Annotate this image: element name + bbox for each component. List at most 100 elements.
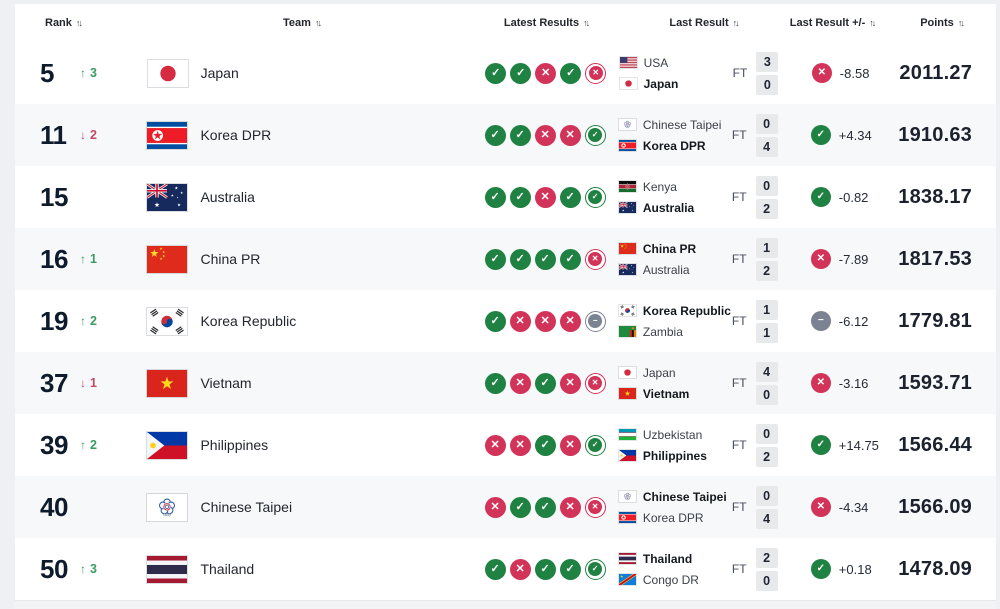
sort-icon[interactable]: ↑↓ bbox=[314, 18, 322, 28]
result-loss-icon: ✕ bbox=[559, 496, 581, 518]
rank-movement: ↓ 1 bbox=[80, 376, 97, 390]
points-change-value: +4.34 bbox=[838, 127, 872, 143]
table-row[interactable]: 50 ↑ 3 Thailand ✓ ✕ ✓ ✓ ✓ Thailand Congo DR FT 2 0 ✓ +0… bbox=[15, 538, 996, 600]
team-name: Australia bbox=[200, 189, 255, 205]
result-win-icon: ✓ bbox=[510, 62, 532, 84]
latest-result-draw-icon: − bbox=[584, 310, 606, 332]
result-loss-icon: ✕ bbox=[535, 62, 557, 84]
table-row[interactable]: 40 Chinese Taipei ✕ ✓ ✓ ✕ ✕ Chinese Taipei Korea… bbox=[15, 476, 996, 538]
japan-flag-icon bbox=[618, 77, 638, 90]
result-loss-icon: ✕ bbox=[484, 496, 506, 518]
match-status: FT bbox=[732, 66, 748, 80]
chinese-taipei-flag-icon bbox=[617, 118, 637, 131]
points-cell: 1779.81 bbox=[898, 290, 996, 352]
match-status: FT bbox=[731, 438, 747, 452]
rank-movement: ↑ 3 bbox=[80, 562, 97, 576]
results-strip: ✓ ✓ ✕ ✕ ✓ bbox=[484, 124, 606, 146]
points-change-cell: ✓ +14.75 bbox=[810, 414, 899, 476]
points-change-value: +0.18 bbox=[838, 561, 872, 577]
match-team-name: China PR bbox=[642, 241, 697, 256]
result-win-icon: ✓ bbox=[534, 496, 556, 518]
table-row[interactable]: 37 ↓ 1 Vietnam ✓ ✕ ✓ ✕ ✕ Japan Vietnam FT 4 0 ✕ -3.16 15… bbox=[15, 352, 996, 414]
score-box: 1 bbox=[755, 322, 778, 343]
korea-dpr-flag-icon bbox=[617, 511, 637, 524]
sort-icon[interactable]: ↑↓ bbox=[869, 18, 876, 28]
result-glyph: ✕ bbox=[588, 252, 603, 266]
column-header-last-result-delta[interactable]: Last Result +/- ↑↓ bbox=[789, 17, 877, 29]
score-box: 1 bbox=[755, 237, 778, 258]
team-cell[interactable]: Korea DPR bbox=[132, 104, 469, 166]
column-header-rank[interactable]: Rank ↑↓ bbox=[15, 17, 133, 29]
match-team-name: USA bbox=[643, 55, 669, 70]
match-team: Thailand bbox=[617, 552, 732, 566]
zambia-flag-icon bbox=[617, 325, 637, 338]
result-win-icon: ✓ bbox=[509, 248, 531, 270]
match-team-name: Uzbekistan bbox=[642, 427, 703, 442]
column-label: Latest Results bbox=[503, 17, 580, 29]
column-label: Points bbox=[920, 17, 954, 29]
team-cell[interactable]: Philippines bbox=[132, 414, 469, 476]
latest-results-cell: ✓ ✕ ✓ ✕ ✕ bbox=[470, 352, 619, 414]
team-cell[interactable]: Vietnam bbox=[132, 352, 469, 414]
table-row[interactable]: 5 ↑ 3 Japan ✓ ✓ ✕ ✓ ✕ USA Japan FT 3 0 ✕ -8.58 2011.27 bbox=[15, 42, 996, 104]
rank-movement: ↓ 2 bbox=[80, 128, 97, 142]
sort-icon[interactable]: ↑↓ bbox=[75, 18, 83, 28]
column-header-team[interactable]: Team ↑↓ bbox=[133, 17, 472, 29]
rank-cell: 50 ↑ 3 bbox=[15, 538, 132, 600]
rank-up-icon: ↑ bbox=[80, 438, 86, 452]
column-header-last-result[interactable]: Last Result ↑↓ bbox=[622, 17, 815, 29]
rank-down-icon: ↓ bbox=[80, 128, 86, 142]
team-cell[interactable]: Chinese Taipei bbox=[132, 476, 469, 538]
match-team: Korea DPR bbox=[617, 511, 732, 525]
results-strip: ✓ ✕ ✓ ✓ ✓ bbox=[484, 558, 606, 580]
team-cell[interactable]: Thailand bbox=[132, 538, 469, 600]
points-value: 1779.81 bbox=[898, 309, 972, 332]
result-loss-icon: ✕ bbox=[509, 434, 531, 456]
philippines-flag-icon bbox=[146, 430, 189, 460]
table-row[interactable]: 16 ↑ 1 China PR ✓ ✓ ✓ ✓ ✕ China PR Australia FT 1 2 ✕ -… bbox=[15, 228, 996, 290]
match-team-name: Zambia bbox=[642, 324, 683, 339]
score-box: 4 bbox=[755, 361, 778, 382]
results-strip: ✓ ✕ ✓ ✕ ✕ bbox=[484, 372, 606, 394]
team-cell[interactable]: Korea Republic bbox=[132, 290, 469, 352]
vietnam-flag-icon bbox=[146, 368, 189, 398]
table-row[interactable]: 15 Australia ✓ ✓ ✕ ✓ ✓ Kenya Australia FT 0 2 ✓ -0.82… bbox=[15, 166, 996, 228]
sort-icon[interactable]: ↑↓ bbox=[957, 18, 965, 28]
column-label: Rank bbox=[45, 17, 72, 29]
match-team-name: Australia bbox=[642, 262, 690, 277]
match-team: Vietnam bbox=[617, 387, 732, 401]
result-win-icon: ✓ bbox=[484, 372, 506, 394]
team-cell[interactable]: Japan bbox=[133, 42, 471, 104]
rank-number: 15 bbox=[40, 181, 68, 212]
points-change-value: -0.82 bbox=[838, 189, 869, 205]
column-header-points[interactable]: Points ↑↓ bbox=[903, 17, 996, 29]
team-cell[interactable]: Australia bbox=[132, 166, 469, 228]
team-cell[interactable]: China PR bbox=[132, 228, 469, 290]
philippines-flag-icon bbox=[617, 449, 637, 462]
table-row[interactable]: 11 ↓ 2 Korea DPR ✓ ✓ ✕ ✕ ✓ Chinese Taipei Korea DP… bbox=[15, 104, 996, 166]
result-win-icon: ✓ bbox=[509, 124, 531, 146]
points-cell: 1566.44 bbox=[898, 414, 996, 476]
table-row[interactable]: 19 ↑ 2 Korea Republic ✓ ✕ ✕ ✕ − Korea Republic Zam… bbox=[15, 290, 996, 352]
score-box: 0 bbox=[756, 74, 779, 95]
result-win-icon: ✓ bbox=[559, 558, 581, 580]
score-box: 2 bbox=[755, 260, 778, 281]
score-box: 0 bbox=[755, 384, 778, 405]
kenya-flag-icon bbox=[617, 180, 637, 193]
table-row[interactable]: 39 ↑ 2 Philippines ✕ ✕ ✓ ✕ ✓ Uzbekistan Philippine… bbox=[15, 414, 996, 476]
sort-icon[interactable]: ↑↓ bbox=[583, 18, 590, 28]
match-teams: Kenya Australia bbox=[617, 180, 732, 215]
column-label: Last Result bbox=[669, 17, 729, 29]
latest-result-win-icon: ✓ bbox=[584, 558, 606, 580]
column-label: Team bbox=[283, 17, 311, 29]
column-header-latest-results[interactable]: Latest Results ↑↓ bbox=[472, 17, 622, 29]
latest-results-cell: ✕ ✓ ✓ ✕ ✕ bbox=[470, 476, 619, 538]
score-box: 4 bbox=[755, 136, 778, 157]
rank-movement-value: 1 bbox=[90, 376, 97, 390]
team-name: Vietnam bbox=[200, 375, 252, 391]
score-box: 4 bbox=[755, 508, 778, 529]
result-win-icon: ✓ bbox=[560, 62, 582, 84]
sort-icon[interactable]: ↑↓ bbox=[732, 18, 740, 28]
points-change-cell: ✕ -7.89 bbox=[810, 228, 899, 290]
